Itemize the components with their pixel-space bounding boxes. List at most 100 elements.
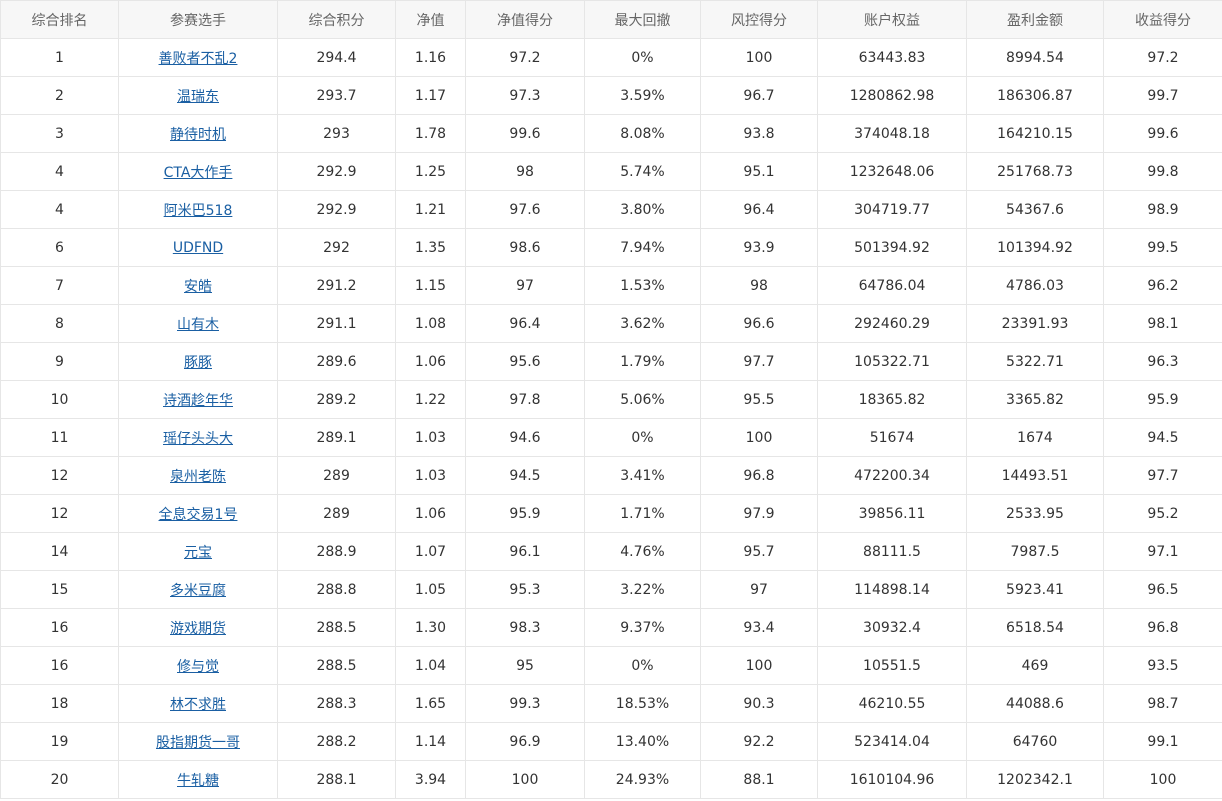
cell-max-drawdown: 0%	[584, 418, 701, 457]
cell-player: 豚豚	[118, 342, 278, 381]
cell-nav-score: 97	[465, 266, 585, 305]
player-link[interactable]: 多米豆腐	[170, 582, 226, 599]
cell-nav: 1.08	[395, 304, 466, 343]
cell-player: 修与觉	[118, 646, 278, 685]
col-header-rank: 综合排名	[0, 0, 119, 39]
cell-nav: 3.94	[395, 760, 466, 799]
cell-risk-score: 100	[700, 646, 818, 685]
cell-profit: 8994.54	[966, 38, 1104, 77]
cell-profit: 101394.92	[966, 228, 1104, 267]
cell-total-score: 289	[277, 494, 396, 533]
cell-nav-score: 95	[465, 646, 585, 685]
cell-return-score: 96.3	[1103, 342, 1222, 381]
player-link[interactable]: 游戏期货	[170, 620, 226, 637]
col-header-max-drawdown: 最大回撤	[584, 0, 701, 39]
cell-nav-score: 98	[465, 152, 585, 191]
cell-nav-score: 98.3	[465, 608, 585, 647]
player-link[interactable]: 瑶仔头头大	[163, 430, 233, 447]
cell-nav: 1.07	[395, 532, 466, 571]
cell-player: 元宝	[118, 532, 278, 571]
player-link[interactable]: 元宝	[184, 544, 212, 561]
cell-max-drawdown: 13.40%	[584, 722, 701, 761]
cell-player: 泉州老陈	[118, 456, 278, 495]
cell-return-score: 99.5	[1103, 228, 1222, 267]
cell-profit: 64760	[966, 722, 1104, 761]
cell-total-score: 292.9	[277, 190, 396, 229]
table-body: 1 善败者不乱2 294.4 1.16 97.2 0% 100 63443.83 8994.54…	[0, 38, 1222, 799]
cell-return-score: 99.8	[1103, 152, 1222, 191]
cell-risk-score: 96.4	[700, 190, 818, 229]
player-link[interactable]: 安皓	[184, 278, 212, 295]
player-link[interactable]: 阿米巴518	[163, 202, 233, 219]
cell-nav-score: 96.1	[465, 532, 585, 571]
cell-nav-score: 98.6	[465, 228, 585, 267]
table-row: 6 UDFND 292 1.35 98.6 7.94% 93.9 501394.92 10139…	[0, 228, 1222, 267]
cell-player: 诗酒趁年华	[118, 380, 278, 419]
cell-nav: 1.05	[395, 570, 466, 609]
player-link[interactable]: 股指期货一哥	[156, 734, 240, 751]
cell-max-drawdown: 4.76%	[584, 532, 701, 571]
cell-return-score: 100	[1103, 760, 1222, 799]
cell-nav-score: 100	[465, 760, 585, 799]
cell-account-equity: 114898.14	[817, 570, 967, 609]
cell-nav-score: 94.6	[465, 418, 585, 457]
player-link[interactable]: 豚豚	[184, 354, 212, 371]
cell-player: 安皓	[118, 266, 278, 305]
cell-total-score: 289.2	[277, 380, 396, 419]
player-link[interactable]: 泉州老陈	[170, 468, 226, 485]
player-link[interactable]: 山有木	[177, 316, 219, 333]
cell-max-drawdown: 18.53%	[584, 684, 701, 723]
cell-risk-score: 93.8	[700, 114, 818, 153]
header-row: 综合排名 参赛选手 综合积分 净值 净值得分 最大回撤 风控得分 账户权益 盈利…	[0, 0, 1222, 39]
player-link[interactable]: 诗酒趁年华	[163, 392, 233, 409]
cell-nav-score: 99.3	[465, 684, 585, 723]
cell-total-score: 288.2	[277, 722, 396, 761]
cell-player: 多米豆腐	[118, 570, 278, 609]
player-link[interactable]: CTA大作手	[163, 164, 233, 181]
table-row: 4 CTA大作手 292.9 1.25 98 5.74% 95.1 1232648.06 251…	[0, 152, 1222, 191]
cell-risk-score: 93.9	[700, 228, 818, 267]
cell-account-equity: 88111.5	[817, 532, 967, 571]
cell-max-drawdown: 5.74%	[584, 152, 701, 191]
table-row: 14 元宝 288.9 1.07 96.1 4.76% 95.7 88111.5 7987.5 9…	[0, 532, 1222, 571]
col-header-nav: 净值	[395, 0, 466, 39]
cell-rank: 19	[0, 722, 119, 761]
cell-player: 股指期货一哥	[118, 722, 278, 761]
cell-nav: 1.15	[395, 266, 466, 305]
cell-account-equity: 374048.18	[817, 114, 967, 153]
table-row: 12 泉州老陈 289 1.03 94.5 3.41% 96.8 472200.34 14493…	[0, 456, 1222, 495]
cell-nav: 1.16	[395, 38, 466, 77]
cell-nav-score: 99.6	[465, 114, 585, 153]
player-link[interactable]: 温瑞东	[177, 88, 219, 105]
cell-profit: 4786.03	[966, 266, 1104, 305]
cell-rank: 7	[0, 266, 119, 305]
col-header-player: 参赛选手	[118, 0, 278, 39]
player-link[interactable]: UDFND	[172, 239, 224, 256]
cell-return-score: 98.1	[1103, 304, 1222, 343]
cell-total-score: 288.8	[277, 570, 396, 609]
cell-account-equity: 1280862.98	[817, 76, 967, 115]
cell-nav: 1.25	[395, 152, 466, 191]
player-link[interactable]: 林不求胜	[170, 696, 226, 713]
col-header-return-score: 收益得分	[1103, 0, 1222, 39]
cell-rank: 18	[0, 684, 119, 723]
cell-rank: 15	[0, 570, 119, 609]
cell-nav-score: 95.6	[465, 342, 585, 381]
cell-nav-score: 97.8	[465, 380, 585, 419]
player-link[interactable]: 牛轧糖	[177, 772, 219, 789]
cell-risk-score: 93.4	[700, 608, 818, 647]
cell-player: CTA大作手	[118, 152, 278, 191]
cell-account-equity: 18365.82	[817, 380, 967, 419]
cell-profit: 7987.5	[966, 532, 1104, 571]
player-link[interactable]: 善败者不乱2	[158, 50, 238, 67]
table-row: 1 善败者不乱2 294.4 1.16 97.2 0% 100 63443.83 8994.54…	[0, 38, 1222, 77]
player-link[interactable]: 修与觉	[177, 658, 219, 675]
cell-risk-score: 90.3	[700, 684, 818, 723]
cell-account-equity: 10551.5	[817, 646, 967, 685]
player-link[interactable]: 全息交易1号	[158, 506, 238, 523]
table-row: 19 股指期货一哥 288.2 1.14 96.9 13.40% 92.2 523414.04…	[0, 722, 1222, 761]
cell-total-score: 292.9	[277, 152, 396, 191]
cell-max-drawdown: 3.62%	[584, 304, 701, 343]
player-link[interactable]: 静待时机	[170, 126, 226, 143]
cell-return-score: 96.8	[1103, 608, 1222, 647]
